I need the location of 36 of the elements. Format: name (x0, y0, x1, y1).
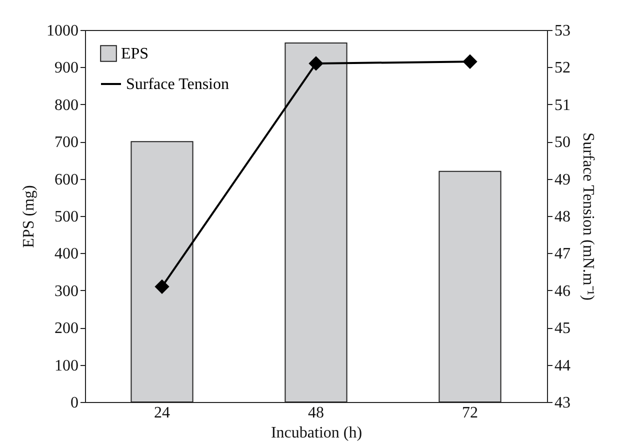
y-tick-label: 400 (54, 246, 78, 263)
y2-tick-label: 53 (554, 22, 570, 40)
y2-tick-label: 44 (554, 357, 570, 374)
x-tick-label: 24 (154, 404, 170, 422)
y2-tick-label: 48 (554, 208, 570, 226)
bar (130, 141, 194, 402)
y-axis-title: EPS (mg) (20, 185, 38, 248)
y2-tick-label: 49 (554, 171, 570, 188)
y2-tick-label: 51 (554, 96, 570, 114)
y-tick-label: 900 (54, 60, 78, 77)
y2-tick-label: 45 (554, 320, 570, 338)
legend-label: EPS (121, 46, 149, 62)
y-tick-label: 0 (70, 394, 78, 412)
y2-tick-label: 46 (554, 282, 570, 300)
x-tick-label: 48 (308, 404, 324, 422)
bar (438, 170, 502, 402)
y-tick-label: 100 (54, 357, 78, 374)
y-tick-label: 600 (54, 171, 78, 188)
point (463, 54, 477, 69)
point (309, 56, 323, 70)
y2-tick-label: 52 (554, 60, 570, 77)
y2-tick-label: 43 (554, 394, 570, 412)
y2-axis-title: Surface Tension (mN.m⁻¹) (580, 132, 596, 300)
y2-tick-label: 50 (554, 134, 570, 152)
x-axis-title: Incubation (h) (270, 424, 362, 442)
y-tick-label: 200 (54, 320, 78, 338)
y2-tick-label: 47 (554, 246, 570, 263)
y-tick-label: 500 (54, 208, 78, 226)
y-tick-label: 300 (54, 282, 78, 300)
y-tick-label: 700 (54, 134, 78, 152)
point (155, 280, 169, 294)
legend-label: Surface Tension (126, 76, 229, 93)
y-tick-label: 1000 (46, 22, 78, 40)
y-tick-label: 800 (54, 96, 78, 114)
x-tick-label: 72 (462, 404, 478, 422)
bar (284, 42, 348, 402)
